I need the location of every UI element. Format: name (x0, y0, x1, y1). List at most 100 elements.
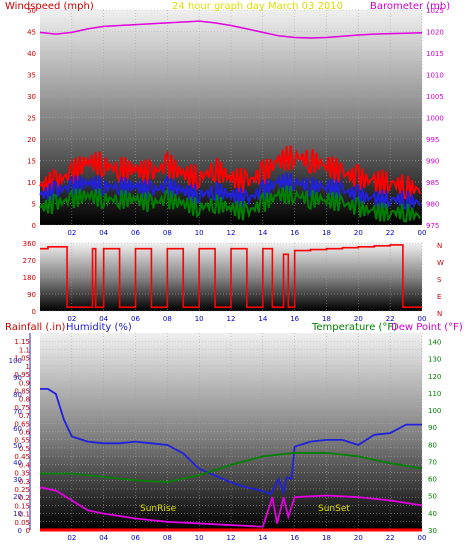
wind-y-tick: 35 (27, 72, 36, 80)
x-tick-label: 12 (227, 534, 236, 542)
temperature-y-tick: 100 (428, 407, 441, 415)
direction-y-tick: 90 (27, 291, 36, 299)
barometer-y-tick: 1015 (426, 50, 444, 58)
dewpoint-ylabel: Dew Point (°F) (391, 322, 463, 333)
barometer-y-tick: 975 (426, 222, 439, 230)
series-barometer (39, 20, 423, 39)
temperature-y-tick: 70 (428, 458, 437, 466)
wind-y-tick: 45 (27, 29, 36, 37)
wind-y-tick: 50 (27, 7, 36, 15)
barometer-y-tick: 980 (426, 201, 439, 209)
barometer-y-tick: 1005 (426, 93, 444, 101)
temperature-y-tick: 80 (428, 441, 437, 449)
compass-label: S (437, 276, 442, 284)
rainfall-y-tick: 0.9 (19, 379, 30, 387)
rainfall-y-tick: 1.1 (19, 346, 30, 354)
humidity-y-tick: 90 (13, 374, 22, 382)
wind-ylabel: Windspeed (mph) (5, 1, 94, 12)
direction-y-tick: 270 (23, 257, 36, 265)
x-tick-label: 14 (258, 534, 267, 542)
rainfall-y-tick: 0.8 (19, 396, 30, 404)
wind-y-tick: 40 (27, 50, 36, 58)
humidity-y-tick: 40 (13, 459, 22, 467)
temperature-y-tick: 40 (428, 510, 437, 518)
series-temperature (40, 452, 423, 483)
x-tick-label: 02 (67, 534, 76, 542)
rainfall-ylabel: Rainfall (.in) (5, 322, 66, 333)
barometer-y-tick: 1010 (426, 72, 444, 80)
series-wind-avg (39, 172, 421, 210)
rainfall-y-tick: 0.1 (19, 511, 30, 519)
x-tick-label: 10 (195, 229, 204, 237)
direction-chart: 0 N 90 E 180 S 270 W 360 N 02 04 06 08 10 12 14 16 18 20 22 0… (23, 240, 444, 323)
rainfall-y-tick: 0.65 (14, 420, 30, 428)
temperature-y-tick: 60 (428, 476, 437, 484)
x-tick-label: 16 (290, 315, 299, 323)
barometer-y-tick: 1020 (426, 29, 444, 37)
x-tick-label: 06 (131, 534, 140, 542)
temperature-ylabel: Temperature (°F) (311, 322, 397, 333)
humidity-y-tick: 70 (13, 408, 22, 416)
rainfall-y-tick: 0.6 (19, 429, 31, 437)
compass-label: E (437, 293, 441, 301)
wind-y-tick: 15 (27, 158, 36, 166)
compass-label: N (437, 310, 442, 318)
rainfall-y-tick: 0.2 (19, 494, 30, 502)
barometer-y-tick: 985 (426, 179, 439, 187)
series-dew-point (39, 486, 423, 528)
rainfall-y-tick: 0.55 (14, 437, 30, 445)
x-tick-label: 08 (163, 315, 172, 323)
wind-y-tick: 5 (32, 201, 36, 209)
x-tick-label: 00 (418, 534, 427, 542)
rainfall-y-tick: 1.15 (14, 338, 30, 346)
x-tick-label: 14 (258, 315, 267, 323)
rainfall-y-tick: 0.85 (14, 387, 30, 395)
humidity-y-tick: 10 (13, 510, 22, 518)
barometer-y-tick: 1025 (426, 7, 444, 15)
rainfall-y-tick: 0.05 (14, 519, 30, 527)
sunset-annotation: SunSet (318, 504, 350, 514)
rainfall-y-tick: 1 (26, 363, 30, 371)
rainfall-y-tick: 0.35 (14, 470, 30, 478)
rainfall-y-tick: 0.75 (14, 404, 30, 412)
humidity-y-tick: 60 (13, 425, 22, 433)
rainfall-y-tick: 0.95 (14, 371, 30, 379)
humidity-y-tick: 0 (18, 527, 22, 535)
x-tick-label: 10 (195, 534, 204, 542)
temperature-y-tick: 130 (428, 356, 441, 364)
x-tick-label: 02 (67, 229, 76, 237)
rainfall-y-tick: 0.15 (14, 502, 30, 510)
humidity-y-tick: 80 (13, 391, 22, 399)
x-tick-label: 12 (227, 315, 236, 323)
x-tick-label: 18 (322, 534, 331, 542)
wind-y-tick: 20 (27, 136, 36, 144)
humidity-y-tick: 30 (13, 476, 22, 484)
humidity-ylabel: Humidity (%) (66, 322, 132, 333)
wind-y-tick: 30 (27, 93, 36, 101)
direction-y-tick: 180 (23, 274, 36, 282)
humidity-chart: 00.050.10.150.20.250.30.350.40.450.50.55… (9, 333, 441, 542)
x-tick-label: 22 (386, 315, 395, 323)
rainfall-y-tick: 0 (26, 527, 30, 535)
series-wind-gust (39, 145, 421, 200)
compass-label: N (437, 242, 442, 250)
x-tick-label: 20 (354, 229, 363, 237)
x-tick-label: 00 (418, 315, 427, 323)
sunrise-annotation: SunRise (140, 504, 177, 514)
temperature-y-tick: 120 (428, 373, 441, 381)
chart-title: 24 hour graph day March 03 2010 (172, 1, 343, 12)
x-tick-label: 18 (322, 315, 331, 323)
wind-chart: 0510152025303540455097598098599099510001… (27, 7, 444, 237)
x-tick-label: 00 (418, 229, 427, 237)
wind-y-tick: 10 (27, 179, 36, 187)
x-tick-label: 10 (195, 315, 204, 323)
rainfall-y-tick: 1.05 (14, 355, 30, 363)
x-tick-label: 06 (131, 229, 140, 237)
direction-y-tick: 0 (32, 308, 36, 316)
humidity-y-tick: 100 (9, 357, 22, 365)
direction-y-tick: 360 (23, 240, 36, 248)
wind-y-tick: 0 (32, 222, 36, 230)
barometer-y-tick: 990 (426, 158, 439, 166)
